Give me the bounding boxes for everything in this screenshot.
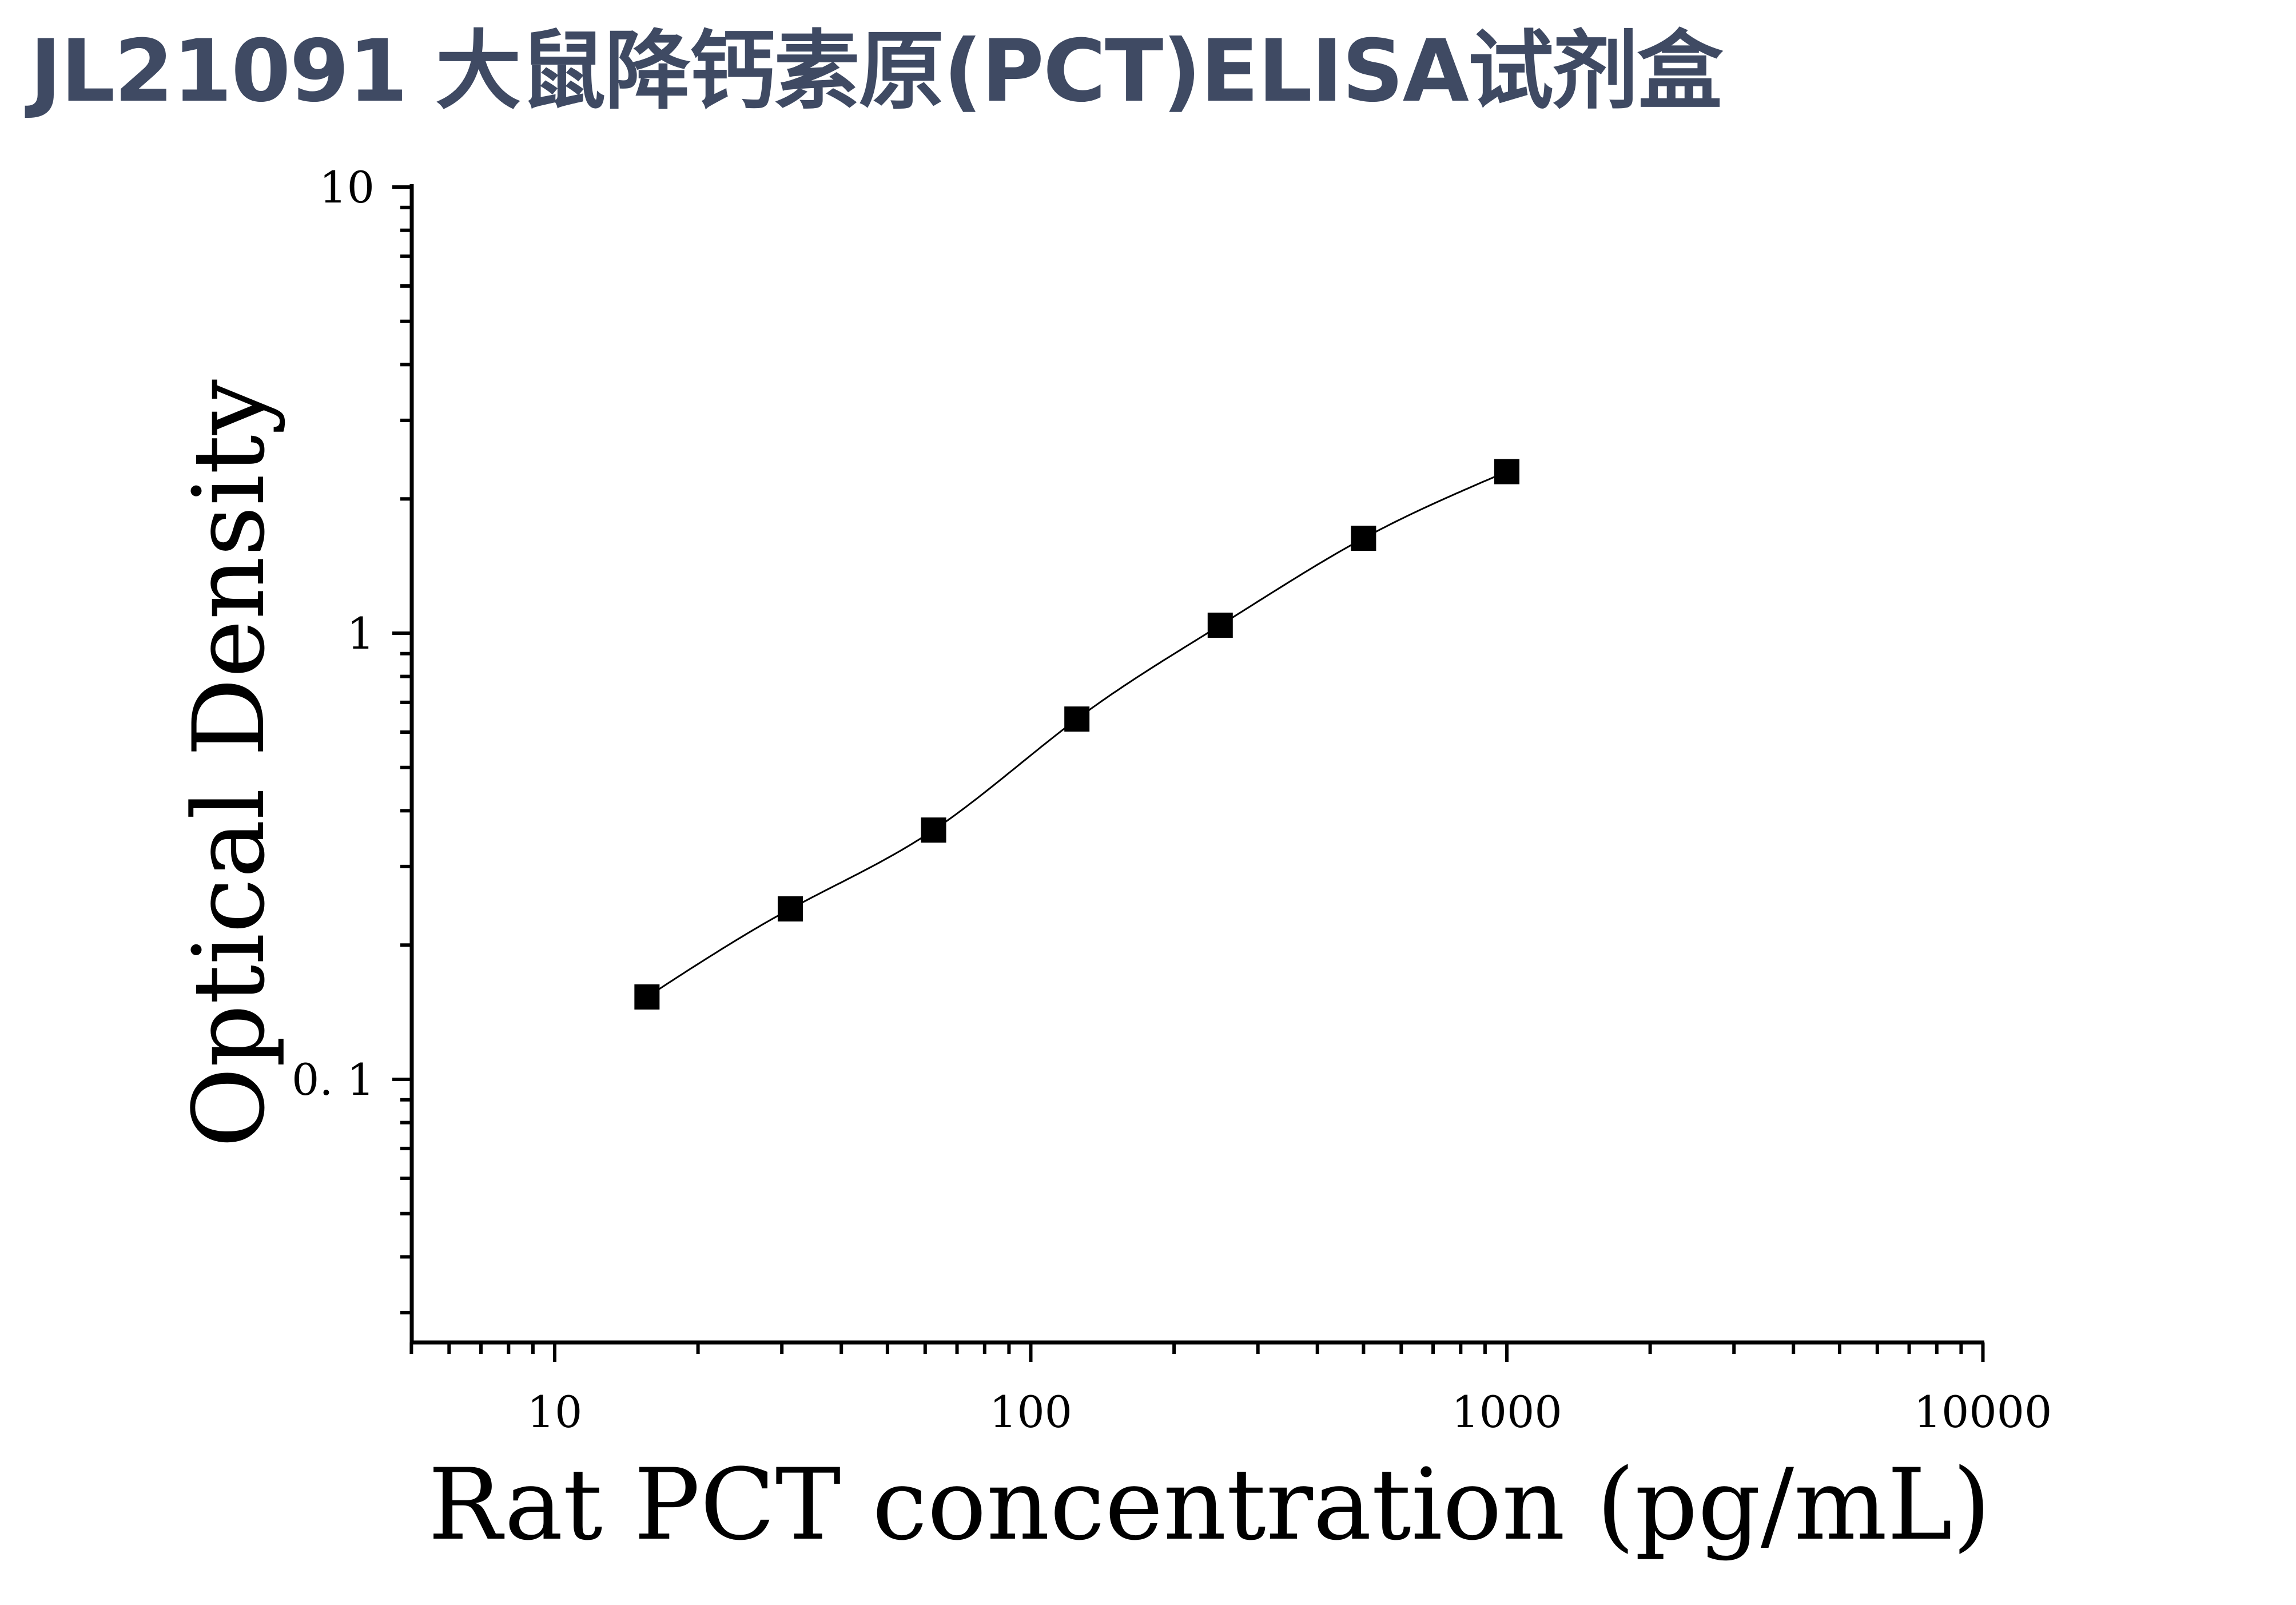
- axes: [409, 184, 1984, 1345]
- x-ticks: [409, 1342, 1985, 1362]
- data-point: [1351, 526, 1376, 551]
- x-tick-label: 1000: [1451, 1387, 1562, 1437]
- y-ticks: [392, 185, 412, 1314]
- x-tick-labels: 10 100 1000 10000: [527, 1387, 2052, 1437]
- data-point: [1064, 706, 1090, 732]
- data-point: [1494, 459, 1519, 484]
- data-point: [634, 984, 660, 1010]
- y-axis-title: Optical Density: [172, 379, 286, 1148]
- x-tick-label: 100: [989, 1387, 1072, 1437]
- y-tick-label: 0. 1: [292, 1054, 375, 1105]
- data-markers: [634, 459, 1519, 1010]
- data-point: [777, 896, 803, 922]
- y-tick-label: 10: [319, 162, 375, 213]
- x-tick-label: 10: [527, 1387, 583, 1437]
- x-axis-title: Rat PCT concentration (pg/mL): [428, 1447, 1991, 1562]
- fit-curve: [646, 471, 1507, 998]
- data-point: [1207, 613, 1233, 638]
- y-tick-labels: 0. 1 1 10: [292, 162, 375, 1105]
- x-tick-label: 10000: [1914, 1387, 2052, 1437]
- y-tick-label: 1: [347, 608, 375, 659]
- data-point: [921, 817, 946, 843]
- page-title: JL21091 大鼠降钙素原(PCT)ELISA试剂盒: [30, 22, 1723, 121]
